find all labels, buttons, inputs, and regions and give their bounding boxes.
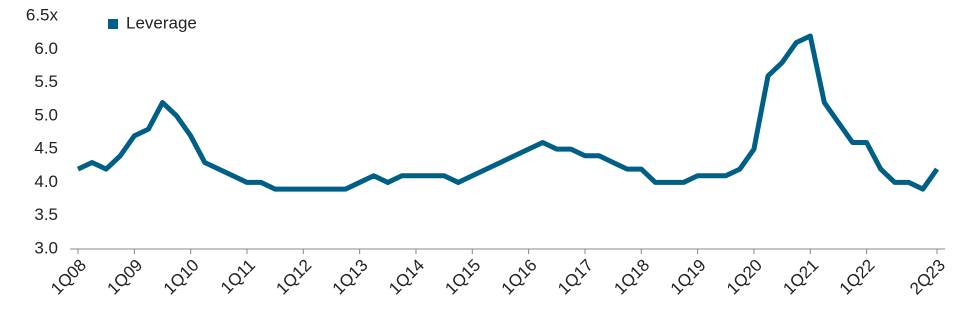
x-tick-label: 1Q22 — [836, 256, 879, 299]
x-tick-label: 1Q11 — [217, 256, 259, 298]
y-tick-label: 3.0 — [34, 238, 58, 257]
x-tick-label: 1Q08 — [47, 256, 90, 299]
x-tick-label: 1Q19 — [667, 256, 710, 299]
y-tick-label: 4.5 — [34, 139, 58, 158]
y-tick-label: 5.0 — [34, 105, 58, 124]
x-tick-label: 1Q13 — [329, 256, 372, 299]
y-tick-label: 4.0 — [34, 172, 58, 191]
legend-swatch — [108, 19, 118, 29]
x-tick-label: 1Q14 — [385, 256, 428, 299]
x-tick-label: 1Q17 — [554, 256, 597, 299]
x-tick-label: 1Q15 — [441, 256, 484, 299]
x-tick-label: 1Q12 — [272, 256, 315, 299]
x-tick-label: 1Q21 — [779, 256, 822, 299]
x-tick-label: 1Q09 — [103, 256, 146, 299]
x-tick-label: 1Q16 — [498, 256, 541, 299]
y-tick-label: 6.0 — [34, 39, 58, 58]
y-tick-label: 3.5 — [34, 205, 58, 224]
y-tick-label: 5.5 — [34, 72, 58, 91]
x-tick-label: 1Q10 — [160, 256, 203, 299]
line — [76, 33, 940, 192]
x-tick-label: 1Q18 — [610, 256, 653, 299]
legend-label: Leverage — [126, 13, 197, 32]
x-tick-label: 2Q23 — [906, 256, 949, 299]
y-tick-label: 6.5x — [26, 5, 59, 24]
x-tick-label: 1Q20 — [723, 256, 766, 299]
